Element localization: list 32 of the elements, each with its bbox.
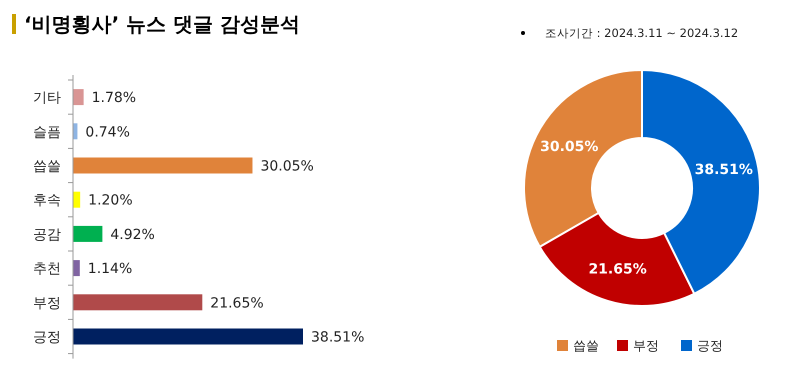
y-tick-label: 긍정 xyxy=(33,330,61,346)
data-label: 4.92% xyxy=(110,226,155,243)
bar xyxy=(73,123,78,140)
bar xyxy=(73,226,102,242)
data-label: 38.51% xyxy=(311,330,364,346)
y-tick-label: 추천 xyxy=(33,261,61,278)
legend-label: 부정 xyxy=(633,339,659,354)
bar xyxy=(73,89,84,106)
data-label: 1.78% xyxy=(92,90,136,106)
data-label: 1.14% xyxy=(88,261,132,278)
text: 조사기간 : 2024.3.11 ~ 2024.3.12 xyxy=(545,26,738,40)
y-tick-label: 기타 xyxy=(33,90,61,106)
data-label: 0.74% xyxy=(85,124,130,140)
y-tick-label: 공감 xyxy=(33,226,61,243)
bar xyxy=(73,328,303,344)
bar xyxy=(73,158,252,174)
data-label: 30.05% xyxy=(540,138,598,155)
data-label: 21.65% xyxy=(210,295,264,312)
chart-title: ‘비명횡사’ 뉴스 댓글 감성분석 xyxy=(24,12,300,36)
y-tick-label: 슬픔 xyxy=(33,124,61,140)
bar xyxy=(73,260,80,276)
y-tick-label: 부정 xyxy=(33,295,61,312)
data-label: 1.20% xyxy=(88,192,133,209)
legend-label: 긍정 xyxy=(697,339,723,354)
legend-label: 씁쓸 xyxy=(573,339,599,354)
y-tick-label: 후속 xyxy=(33,192,61,209)
bar xyxy=(73,192,80,208)
data-label: 30.05% xyxy=(260,158,314,174)
data-label: 21.65% xyxy=(588,261,647,278)
data-label: 38.51% xyxy=(694,162,753,178)
y-tick-label: 씁쓸 xyxy=(33,158,61,174)
bar xyxy=(73,294,202,310)
